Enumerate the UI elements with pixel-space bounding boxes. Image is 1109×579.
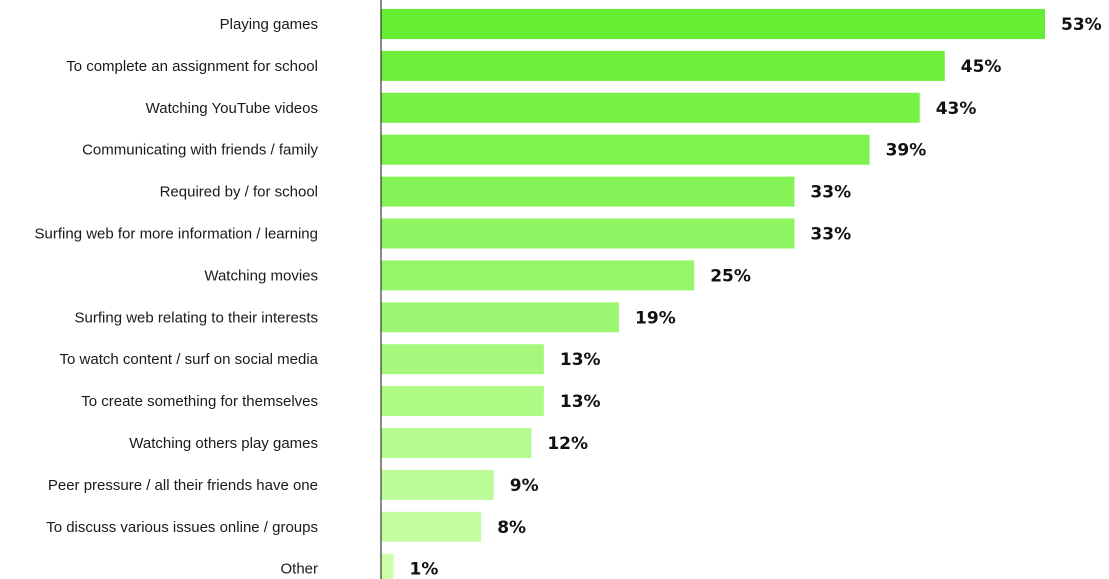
category-label-3: Communicating with friends / family	[82, 142, 318, 159]
category-label-10: Watching others play games	[129, 435, 318, 452]
category-label-6: Watching movies	[204, 267, 318, 284]
category-label-13: Other	[280, 561, 318, 578]
bar-7	[381, 302, 620, 333]
bar-4	[381, 176, 795, 207]
value-label-2: 43%	[936, 99, 977, 119]
value-label-11: 9%	[510, 476, 539, 496]
category-label-4: Required by / for school	[160, 184, 318, 201]
category-label-7: Surfing web relating to their interests	[75, 309, 318, 326]
value-label-13: 1%	[410, 560, 439, 579]
category-label-11: Peer pressure / all their friends have o…	[48, 477, 318, 494]
category-label-12: To discuss various issues online / group…	[46, 519, 318, 536]
bar-10	[381, 428, 532, 458]
bar-1	[381, 50, 945, 81]
bar-0	[381, 9, 1045, 39]
category-labels-group: Playing games To complete an assignment f…	[35, 16, 319, 578]
bar-11	[381, 469, 494, 500]
bar-9	[381, 386, 544, 417]
value-label-9: 13%	[560, 392, 601, 412]
bar-3	[381, 134, 870, 165]
category-label-5: Surfing web for more information / learn…	[35, 226, 318, 243]
bar-2	[381, 92, 920, 123]
bars-group	[381, 9, 1045, 579]
bar-5	[381, 218, 795, 249]
value-label-6: 25%	[710, 266, 751, 286]
category-label-0: Playing games	[220, 16, 318, 33]
value-label-5: 33%	[810, 225, 851, 245]
category-label-8: To watch content / surf on social media	[60, 351, 319, 368]
value-label-10: 12%	[547, 434, 588, 454]
value-label-8: 13%	[560, 350, 601, 370]
bar-13	[381, 553, 394, 579]
category-label-9: To create something for themselves	[81, 393, 318, 410]
value-label-4: 33%	[810, 183, 851, 203]
bar-12	[381, 511, 482, 542]
value-label-7: 19%	[635, 308, 676, 328]
category-label-1: To complete an assignment for school	[66, 58, 318, 75]
category-label-2: Watching YouTube videos	[146, 100, 318, 117]
bar-6	[381, 260, 695, 291]
value-labels-group: 53% 45% 43% 39% 33% 33% 25% 19% 13% 13% 12% 9% 8% 1%	[410, 15, 1102, 579]
value-label-3: 39%	[886, 141, 927, 161]
value-label-1: 45%	[961, 57, 1002, 77]
value-label-12: 8%	[497, 518, 526, 538]
bar-8	[381, 344, 544, 375]
value-label-0: 53%	[1061, 15, 1102, 35]
